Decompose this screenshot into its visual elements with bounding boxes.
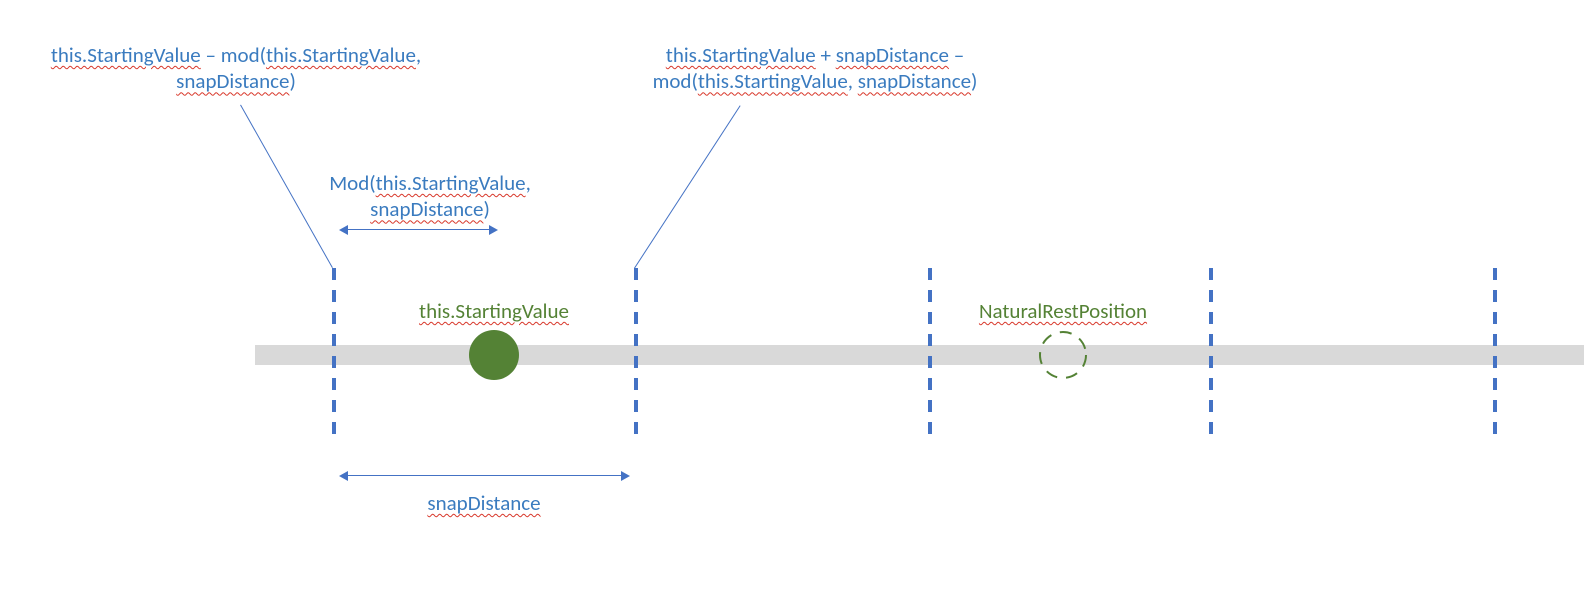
arrow-head-left	[339, 225, 348, 235]
snap-tick	[1493, 268, 1497, 443]
arrow-head-right	[489, 225, 498, 235]
starting-value-dot	[469, 330, 519, 380]
right-formula-label: this.StartingValue + snapDistance –mod(t…	[215, 42, 1415, 95]
mod-span-label: Mod(this.StartingValue,snapDistance)	[0, 170, 1030, 223]
snap-tick	[928, 268, 932, 443]
snap-tick	[1209, 268, 1213, 443]
snap-distance-label: snapDistance	[0, 490, 1084, 516]
snap-tick	[332, 268, 336, 443]
arrow-head-left	[339, 471, 348, 481]
natural-rest-position-label: NaturalRestPosition	[463, 298, 1584, 324]
arrow-shaft	[348, 229, 489, 230]
arrow-shaft	[348, 475, 621, 476]
arrow-head-right	[621, 471, 630, 481]
axis-track	[255, 345, 1584, 365]
snap-tick	[634, 268, 638, 443]
natural-rest-position-dot	[1039, 331, 1087, 379]
snap-diagram: this.StartingValue – mod(this.StartingVa…	[0, 0, 1584, 597]
